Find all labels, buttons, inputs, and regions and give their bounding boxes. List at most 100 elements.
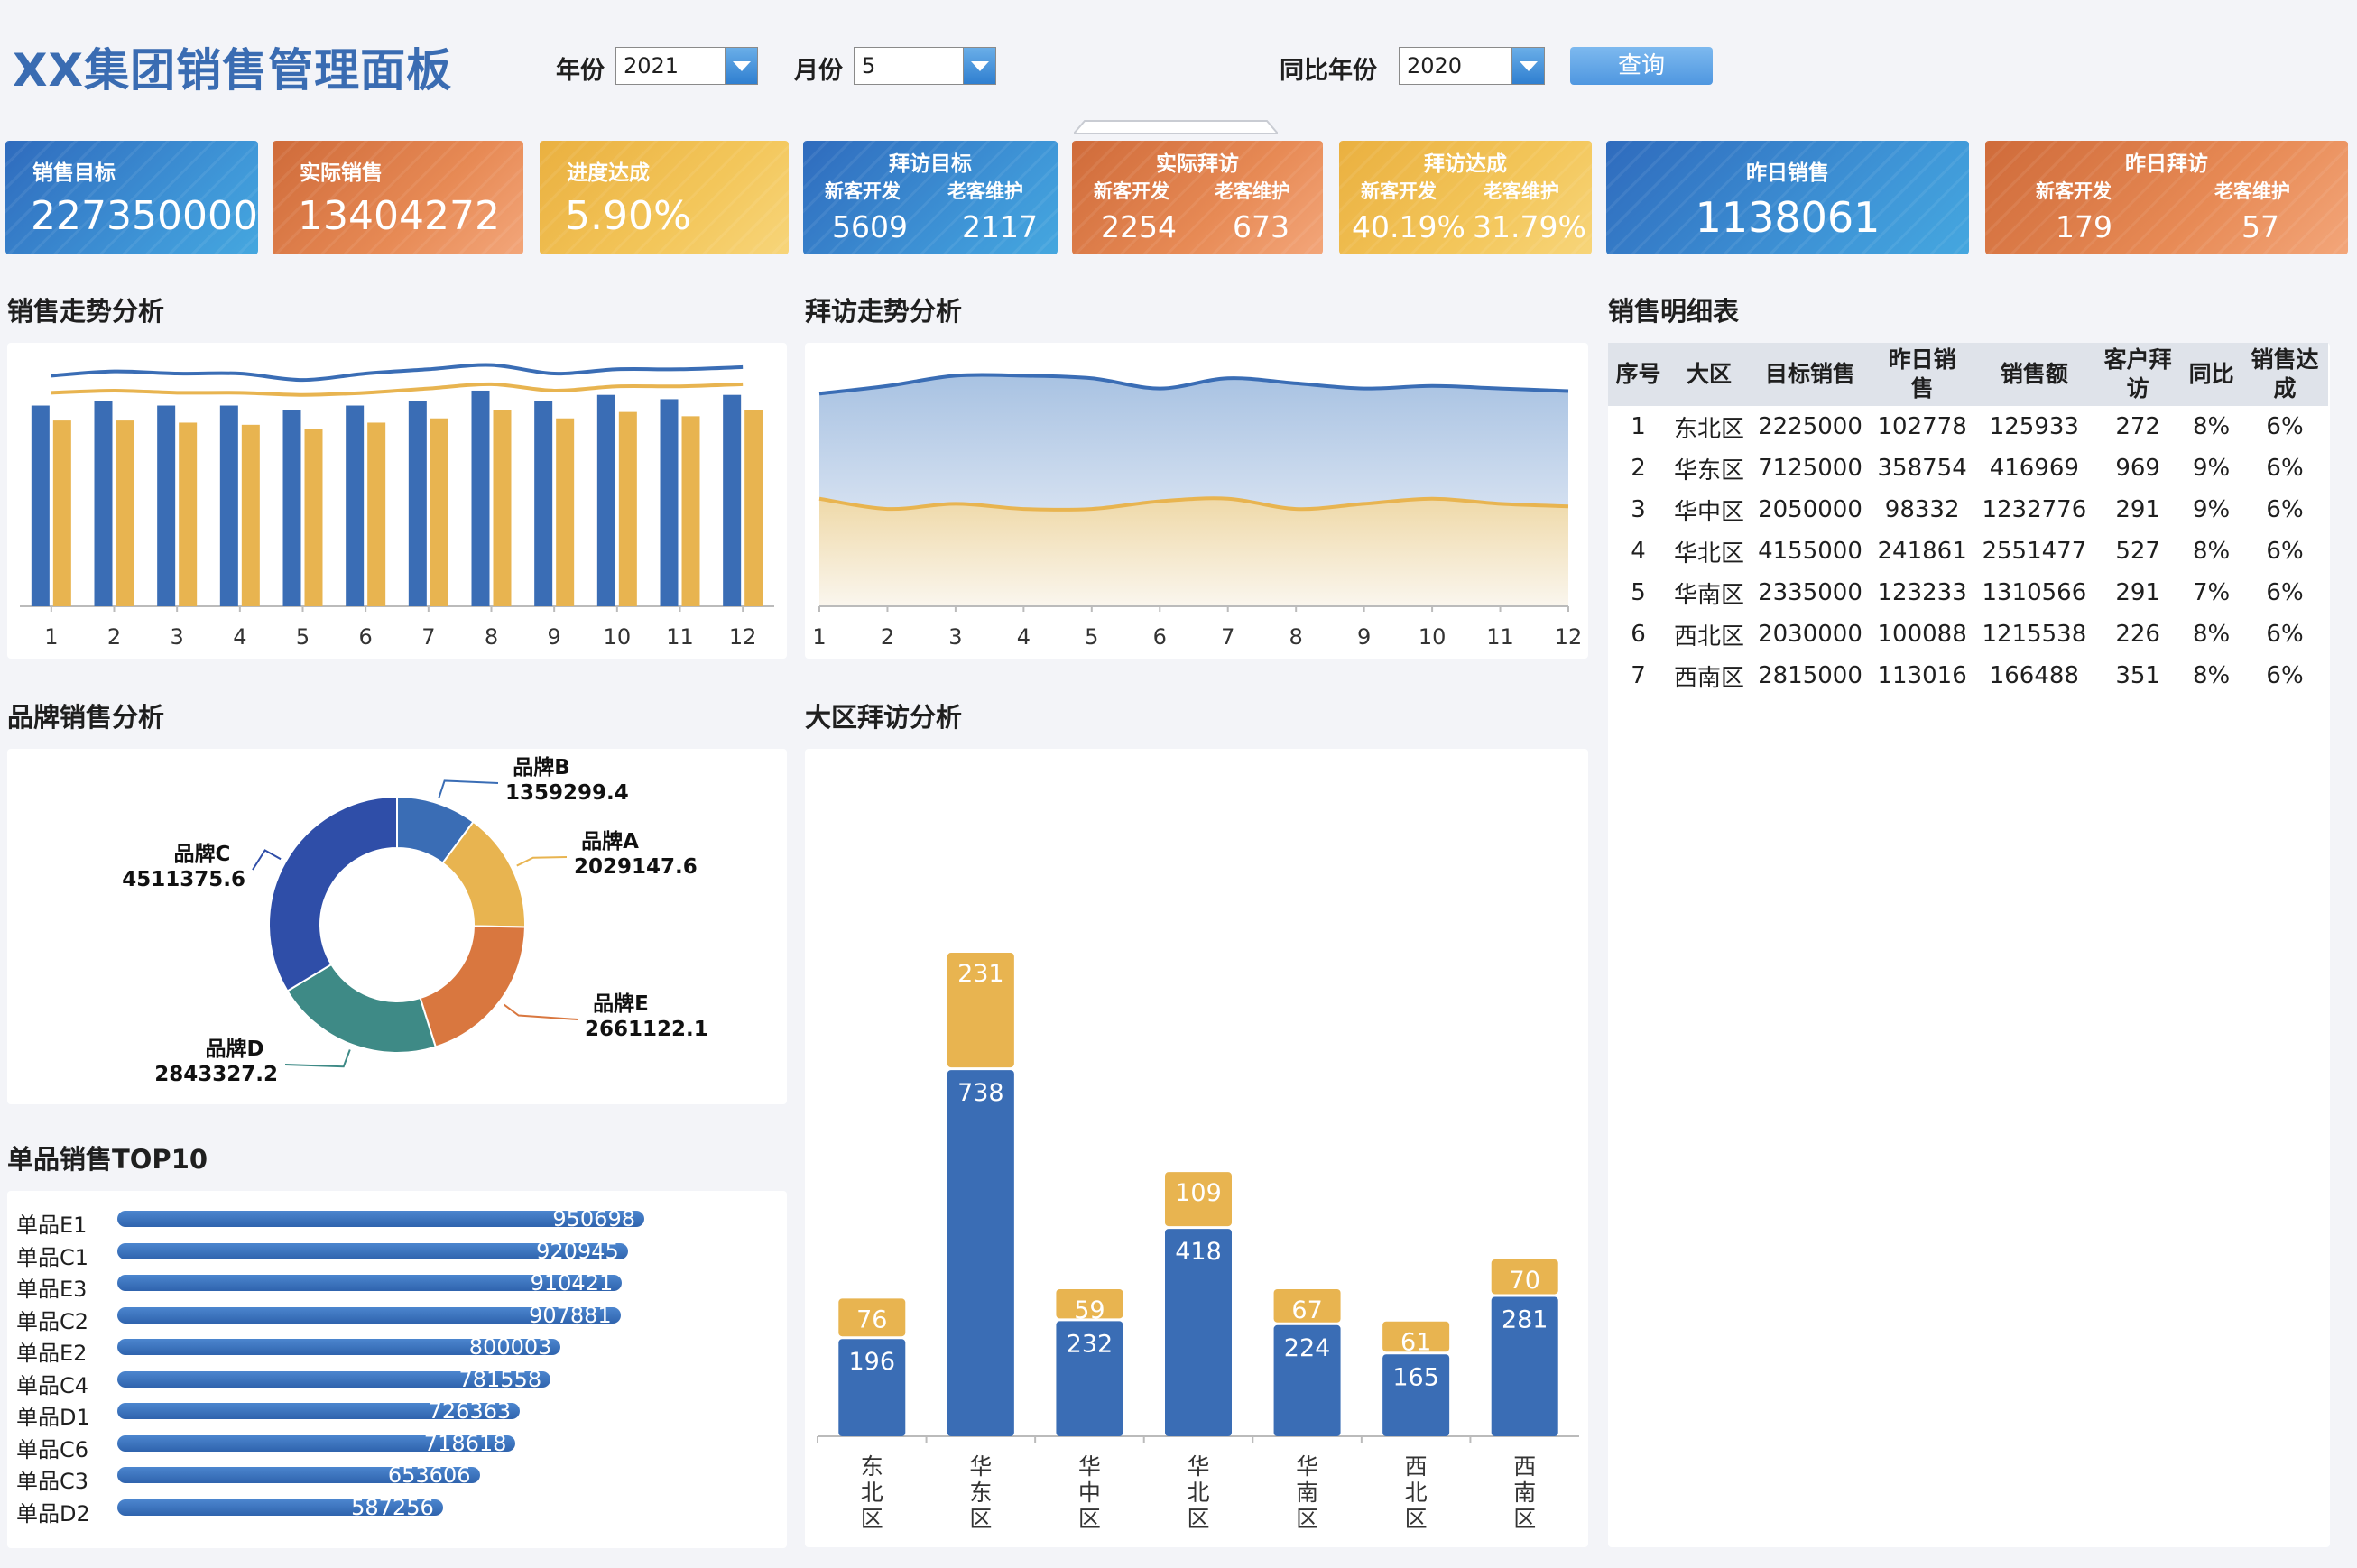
brand-title: 品牌销售分析 (7, 702, 165, 733)
bar-value: 738 (957, 1079, 1004, 1107)
bar (408, 401, 427, 606)
kpi-yesterday-visit: 昨日拜访 新客开发 老客维护 179 57 (1985, 141, 2348, 254)
year-select-value: 2021 (624, 53, 679, 78)
bar-value: 726363 (428, 1398, 512, 1424)
table-cell: 9% (2192, 455, 2231, 482)
x-tick-label: 12 (1555, 624, 1583, 650)
leader-line (516, 856, 568, 867)
table-cell: 8% (2192, 538, 2231, 565)
x-tick-label: 区 (1513, 1506, 1536, 1532)
stack-bar (1165, 1172, 1232, 1227)
column-header[interactable]: 客户拜 访 (2094, 343, 2182, 406)
bar (282, 410, 301, 606)
bar-value: 109 (1175, 1179, 1222, 1207)
column-header[interactable]: 目标销售 (1750, 343, 1871, 406)
column-header[interactable]: 销售达 成 (2241, 343, 2328, 406)
bar-value: 950698 (552, 1206, 635, 1231)
x-tick-label: 东 (969, 1480, 992, 1506)
table-row[interactable]: 5 华南区 2335000 123233 1310566 291 7% 6% (1608, 572, 2328, 613)
column-header[interactable]: 序号 (1608, 343, 1668, 406)
kpi-yesterday-sales: 昨日销售 1138061 (1606, 141, 1969, 254)
table-cell: 123233 (1877, 579, 1967, 606)
collapse-notch[interactable] (1074, 117, 1278, 134)
table-row[interactable]: 4 华北区 4155000 241861 2551477 527 8% 6% (1608, 530, 2328, 572)
bar (471, 390, 490, 606)
year-select[interactable]: 2021 (615, 47, 758, 85)
stack-bar (1165, 1229, 1232, 1436)
table-cell: 291 (2115, 579, 2160, 606)
x-tick-label: 区 (861, 1506, 883, 1532)
visit-trend-panel: 1 2 3 4 5 6 7 8 9 10 11 12 (805, 343, 1588, 659)
x-tick-label: 区 (969, 1506, 992, 1532)
slice-label: 品牌A (581, 829, 639, 853)
table-row[interactable]: 7 西南区 2815000 113016 166488 351 8% 6% (1608, 655, 2328, 696)
bar (117, 1370, 551, 1388)
slice-value: 4511375.6 (122, 868, 245, 891)
slice-value: 1359299.4 (505, 781, 629, 805)
visit-trend-title: 拜访走势分析 (805, 296, 963, 327)
slice-label: 品牌D (205, 1037, 263, 1061)
bar-value: 920945 (536, 1238, 619, 1264)
x-tick-label: 北 (1187, 1480, 1209, 1506)
table-cell: 2 (1631, 455, 1646, 482)
column-header[interactable]: 同比 (2181, 343, 2242, 406)
x-tick-label: 区 (1296, 1506, 1318, 1532)
table-cell: 7125000 (1758, 455, 1862, 482)
table-row[interactable]: 3 华中区 2050000 98332 1232776 291 9% 6% (1608, 489, 2328, 530)
x-tick-label: 北 (1405, 1480, 1428, 1506)
x-tick-label: 5 (296, 624, 310, 650)
x-tick-label: 区 (1078, 1506, 1101, 1532)
bar-value: 165 (1392, 1363, 1439, 1391)
bar (179, 422, 198, 606)
x-tick-label: 6 (359, 624, 373, 650)
bar (52, 420, 71, 606)
stack-bar (838, 1298, 906, 1337)
table-header-row: 序号 大区 目标销售 昨日销 售销售额 客户拜 访同比 销售达 成 (1608, 343, 2328, 406)
query-button[interactable]: 查询 (1570, 47, 1713, 85)
bar (304, 429, 323, 606)
table-cell: 华东区 (1674, 457, 1745, 484)
bar (117, 1242, 628, 1259)
table-cell: 351 (2115, 662, 2160, 689)
bar-value: 800003 (468, 1334, 552, 1360)
series-line (818, 496, 1569, 512)
table-cell: 8% (2192, 662, 2231, 689)
region-visit-chart: 19676东北区738231华东区23259华中区418109华北区22467华… (817, 953, 1579, 1532)
table-cell: 100088 (1877, 621, 1967, 648)
table-cell: 2030000 (1758, 621, 1862, 648)
table-cell: 6% (2266, 538, 2304, 565)
table-row[interactable]: 6 西北区 2030000 100088 1215538 226 8% 6% (1608, 613, 2328, 655)
table-row[interactable]: 2 华东区 7125000 358754 416969 969 9% 6% (1608, 447, 2328, 489)
column-header[interactable]: 大区 (1668, 343, 1751, 406)
detail-table-panel (1608, 343, 2330, 1547)
table-row[interactable]: 1 东北区 2225000 102778 125933 272 8% 6% (1608, 406, 2328, 447)
stack-bar (1273, 1288, 1341, 1323)
table-cell: 1215538 (1982, 621, 2087, 648)
leader-line (252, 849, 282, 871)
column-header[interactable]: 昨日销 售 (1870, 343, 1974, 406)
table-cell: 2551477 (1982, 538, 2087, 565)
slice-label: 品牌C (174, 842, 231, 866)
table-cell: 6% (2266, 413, 2304, 440)
compare-year-select[interactable]: 2020 (1399, 47, 1545, 85)
column-header[interactable]: 销售额 (1973, 343, 2095, 406)
kpi-title: 昨日销售 (1746, 161, 1829, 185)
bar (556, 418, 575, 606)
table-cell: 1 (1631, 413, 1646, 440)
detail-table-title: 销售明细表 (1608, 296, 1740, 327)
stack-bar (1273, 1324, 1341, 1436)
bar (493, 410, 512, 606)
kpi-value: 5.90% (565, 193, 691, 239)
chevron-down-icon[interactable] (725, 48, 757, 84)
chevron-down-icon[interactable] (963, 48, 995, 84)
bar (723, 394, 742, 606)
kpi-new-label: 新客开发 (825, 180, 901, 202)
x-tick-label: 南 (1296, 1480, 1318, 1506)
x-tick-label: 北 (861, 1480, 883, 1506)
month-select[interactable]: 5 (854, 47, 996, 85)
visit-trend-chart: 1 2 3 4 5 6 7 8 9 10 11 12 (812, 373, 1583, 650)
chevron-down-icon[interactable] (1511, 48, 1544, 84)
table-cell: 2815000 (1758, 662, 1862, 689)
leader-line (504, 1003, 578, 1020)
kpi-actual-sales: 实际销售 13404272 (273, 141, 523, 254)
